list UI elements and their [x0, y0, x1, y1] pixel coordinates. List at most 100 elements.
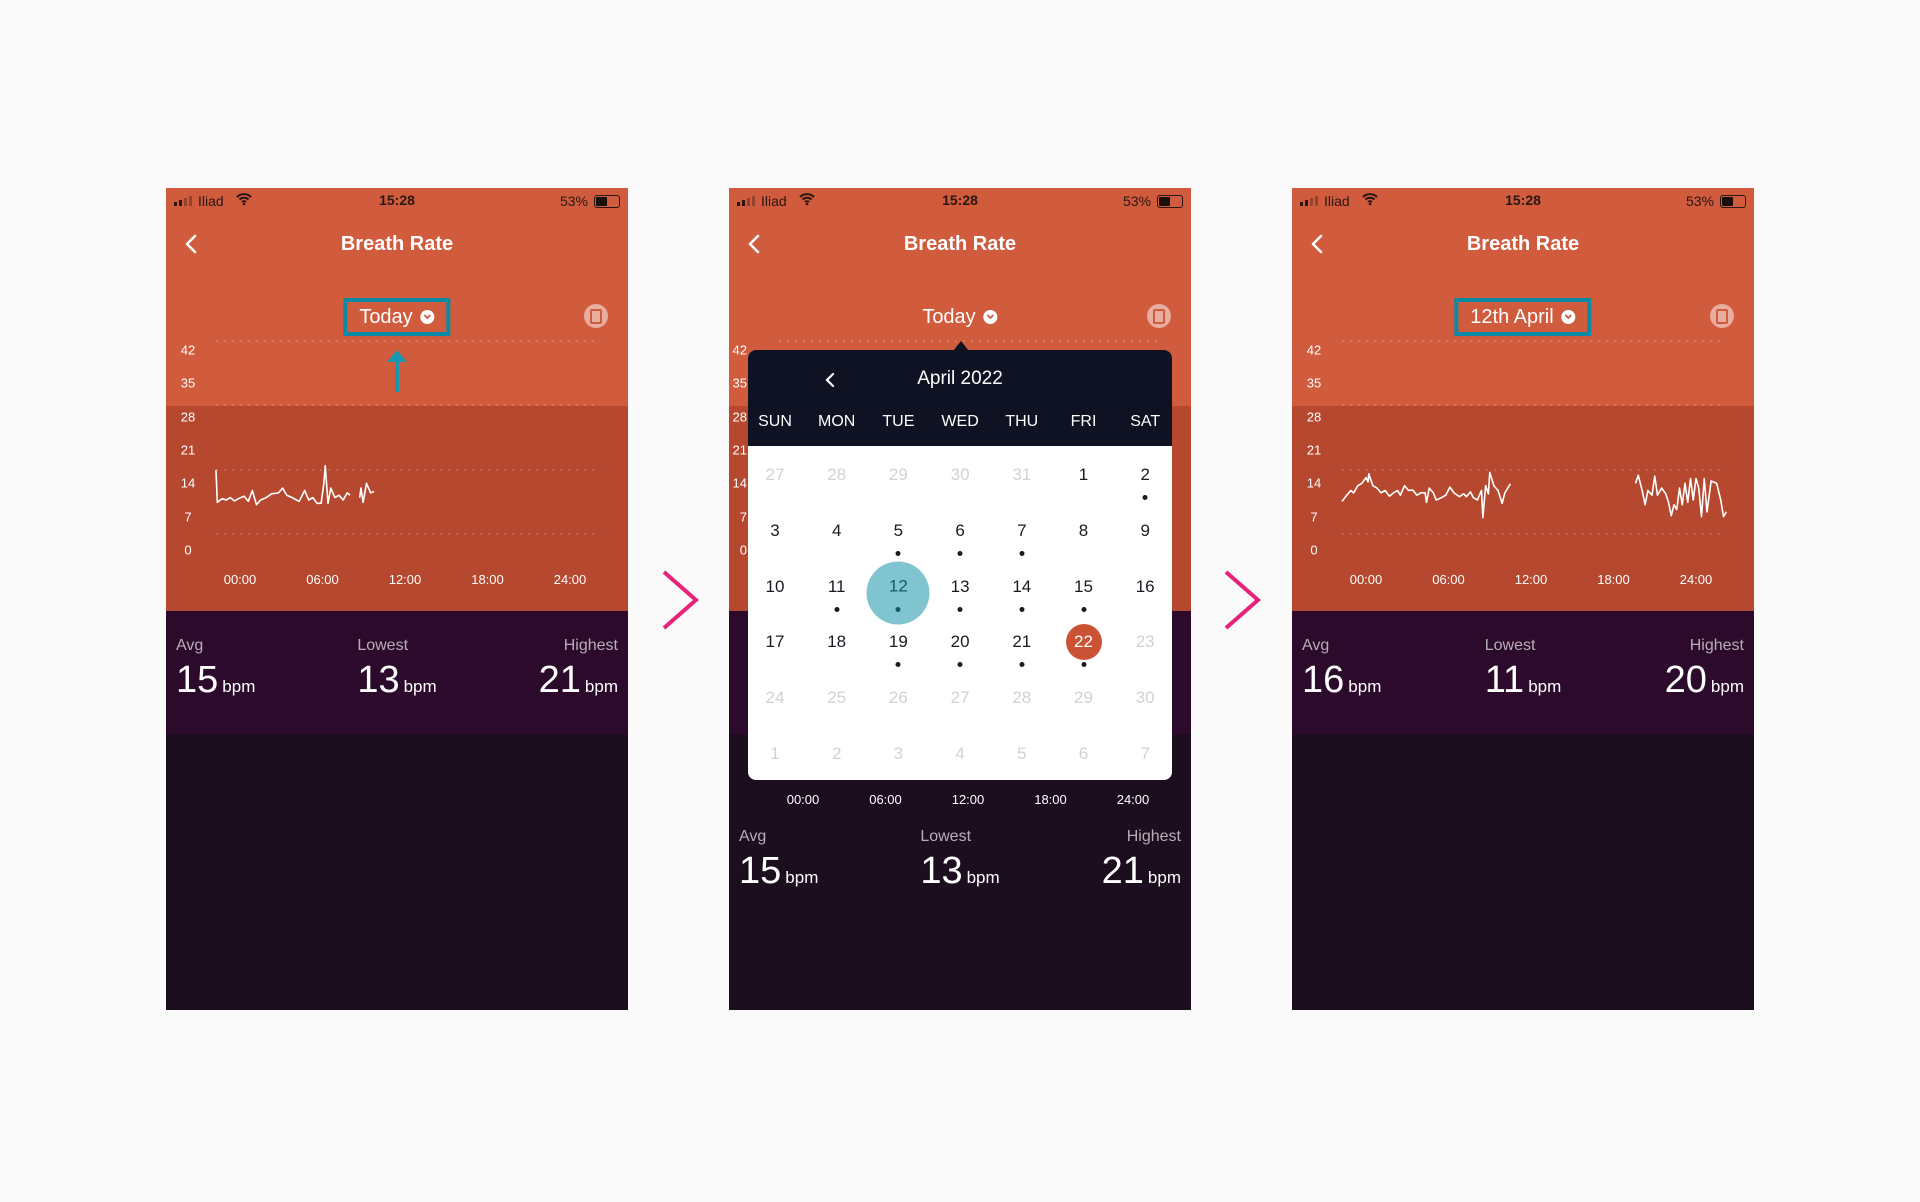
calendar-day[interactable]: 5	[870, 503, 926, 559]
calendar-day[interactable]: 31	[994, 447, 1050, 503]
calendar-day[interactable]: 3	[870, 726, 926, 780]
data-available-dot	[895, 550, 901, 556]
calendar-day[interactable]: 2	[1117, 447, 1172, 503]
y-tick-label: 21	[732, 442, 747, 458]
day-number: 30	[950, 465, 970, 484]
stat-label: Avg	[739, 828, 767, 845]
date-selector[interactable]: 12th April	[1454, 298, 1592, 336]
day-number: 7	[1140, 744, 1150, 763]
prev-month-chevron-icon[interactable]	[820, 370, 840, 390]
calendar-day[interactable]: 1	[1056, 447, 1112, 503]
calendar-day[interactable]: 11	[809, 559, 865, 615]
calendar-day[interactable]: 29	[1056, 670, 1112, 726]
stat-label: Highest	[1689, 637, 1744, 654]
day-number: 18	[827, 632, 847, 652]
calendar-day[interactable]: 30	[1117, 670, 1172, 726]
stat-value: 15	[739, 850, 782, 892]
watch-icon[interactable]	[584, 304, 608, 328]
y-tick-label: 28	[180, 409, 196, 425]
calendar-day[interactable]: 15	[1056, 559, 1112, 615]
calendar-day[interactable]: 2	[809, 726, 865, 780]
calendar-day[interactable]: 28	[809, 447, 865, 503]
day-number: 4	[955, 744, 965, 763]
day-number: 27	[765, 465, 785, 484]
calendar-day[interactable]: 13	[932, 559, 988, 615]
calendar-day[interactable]: 19	[870, 614, 926, 670]
calendar-day[interactable]: 7	[1117, 726, 1172, 780]
stat-unit: bpm	[1348, 677, 1382, 696]
calendar-day[interactable]: 1	[748, 726, 803, 780]
back-chevron-icon[interactable]	[743, 232, 767, 256]
watch-icon[interactable]	[1710, 304, 1734, 328]
status-time: 15:28	[942, 192, 978, 208]
day-number: 9	[1140, 520, 1150, 540]
page-title: Breath Rate	[340, 233, 454, 255]
date-selector[interactable]: Today	[906, 298, 1013, 336]
battery-percent: 53%	[559, 193, 588, 209]
y-tick-label: 7	[1310, 509, 1318, 524]
y-tick-label: 42	[1306, 342, 1322, 358]
calendar-day[interactable]: 8	[1056, 503, 1112, 559]
stat-label: Lowest	[357, 637, 409, 654]
battery-icon	[1720, 195, 1746, 208]
day-number: 2	[1140, 465, 1150, 484]
calendar-day[interactable]: 6	[932, 503, 988, 559]
back-chevron-icon[interactable]	[1306, 232, 1330, 256]
calendar-day[interactable]: 30	[932, 447, 988, 503]
battery-icon	[1157, 195, 1183, 208]
calendar-day[interactable]: 12	[866, 561, 930, 625]
calendar-day[interactable]: 16	[1117, 559, 1172, 615]
calendar-day[interactable]: 27	[932, 670, 988, 726]
day-number: 6	[955, 520, 965, 540]
carrier-name: Iliad	[761, 193, 787, 209]
data-available-dot	[957, 662, 963, 668]
calendar-day[interactable]: 14	[994, 559, 1050, 615]
calendar-day[interactable]: 20	[932, 614, 988, 670]
x-tick-label: 18:00	[1034, 792, 1067, 807]
calendar-day[interactable]: 26	[870, 670, 926, 726]
calendar-day[interactable]: 3	[748, 503, 803, 559]
stat-unit: bpm	[785, 868, 819, 887]
calendar-day[interactable]: 5	[994, 726, 1050, 780]
y-tick-label: 35	[732, 375, 747, 391]
day-number: 4	[831, 520, 842, 540]
calendar-day[interactable]: 7	[994, 503, 1050, 559]
carrier-name: Iliad	[1324, 193, 1350, 209]
breath-rate-chart	[215, 340, 598, 535]
stat-highest: Highest 21 bpm	[539, 637, 618, 702]
day-number: 23	[1135, 632, 1155, 652]
calendar-day[interactable]: 18	[809, 614, 865, 670]
calendar-day[interactable]: 6	[1056, 726, 1112, 780]
y-tick-label: 14	[1306, 475, 1322, 491]
weekday-label: THU	[1005, 413, 1039, 430]
y-tick-label: 21	[180, 442, 196, 458]
calendar-day[interactable]: 28	[994, 670, 1050, 726]
calendar-day[interactable]: 10	[748, 559, 803, 615]
calendar-day[interactable]: 17	[748, 614, 803, 670]
calendar-day[interactable]: 23	[1117, 614, 1172, 670]
calendar-day[interactable]: 4	[932, 726, 988, 780]
next-step-arrow-icon	[662, 570, 700, 630]
calendar-popup: April 2022 SUN MON TUE WED THU FRI SAT 27 28 29 30 3…	[748, 350, 1172, 780]
x-tick-label: 18:00	[471, 572, 504, 587]
calendar-day[interactable]: 21	[994, 614, 1050, 670]
data-available-dot	[895, 606, 901, 612]
calendar-day[interactable]: 4	[809, 503, 865, 559]
date-selector[interactable]: Today	[343, 298, 451, 336]
phone-screen-3: Iliad 15:28 53% Breath Rate 12th April 4…	[1292, 188, 1754, 1010]
calendar-day[interactable]: 27	[748, 447, 803, 503]
calendar-day[interactable]: 24	[748, 670, 803, 726]
back-chevron-icon[interactable]	[180, 232, 204, 256]
x-tick-label: 12:00	[388, 572, 422, 587]
calendar-day[interactable]: 29	[870, 447, 926, 503]
calendar-day[interactable]: 25	[809, 670, 865, 726]
page-title: Breath Rate	[1466, 233, 1580, 255]
battery-percent: 53%	[1685, 193, 1714, 209]
day-number: 26	[888, 688, 908, 708]
calendar-day[interactable]: 9	[1117, 503, 1172, 559]
stat-label: Avg	[1302, 637, 1330, 654]
calendar-day[interactable]: 22	[1065, 624, 1102, 661]
y-tick-label: 7	[739, 509, 747, 524]
x-tick-label: 00:00	[223, 572, 257, 587]
watch-icon[interactable]	[1147, 304, 1171, 328]
